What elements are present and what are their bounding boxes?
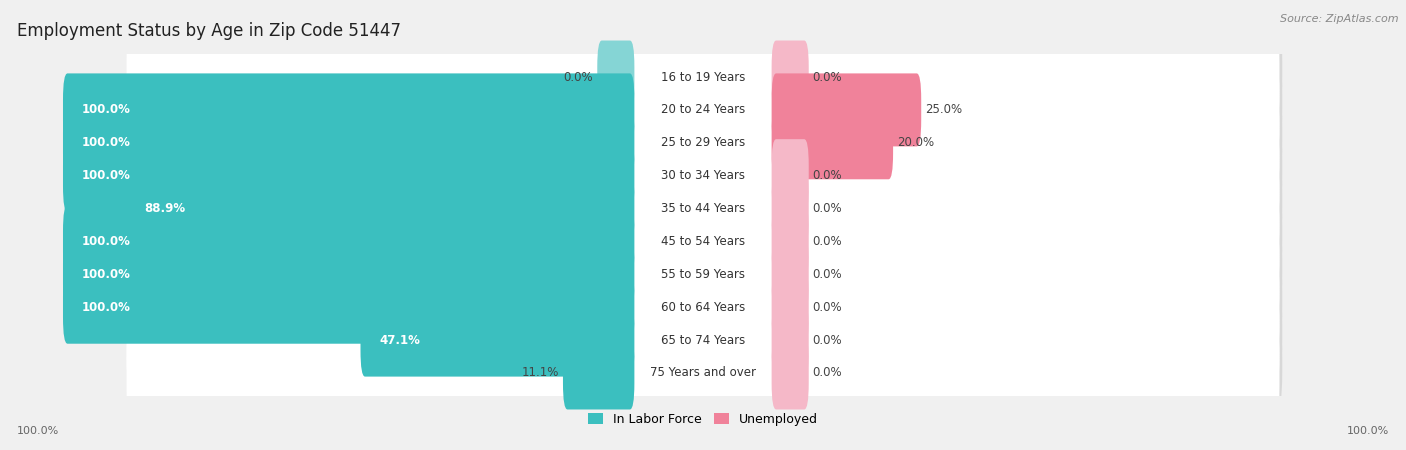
FancyBboxPatch shape	[127, 211, 1279, 338]
Text: 35 to 44 Years: 35 to 44 Years	[661, 202, 745, 215]
FancyBboxPatch shape	[125, 172, 634, 245]
FancyBboxPatch shape	[63, 271, 634, 344]
FancyBboxPatch shape	[63, 73, 634, 146]
FancyBboxPatch shape	[772, 172, 808, 245]
Text: 45 to 54 Years: 45 to 54 Years	[661, 235, 745, 248]
FancyBboxPatch shape	[127, 112, 1279, 239]
FancyBboxPatch shape	[129, 14, 1282, 124]
Text: 60 to 64 Years: 60 to 64 Years	[661, 301, 745, 314]
FancyBboxPatch shape	[127, 46, 1279, 173]
Text: 11.1%: 11.1%	[522, 366, 560, 379]
FancyBboxPatch shape	[127, 310, 1279, 436]
FancyBboxPatch shape	[129, 277, 1282, 387]
Legend: In Labor Force, Unemployed: In Labor Force, Unemployed	[583, 408, 823, 431]
Text: 88.9%: 88.9%	[143, 202, 186, 215]
FancyBboxPatch shape	[129, 178, 1282, 288]
Text: 0.0%: 0.0%	[813, 202, 842, 215]
Text: 100.0%: 100.0%	[82, 235, 131, 248]
Text: 0.0%: 0.0%	[813, 71, 842, 84]
FancyBboxPatch shape	[63, 139, 634, 212]
Text: 65 to 74 Years: 65 to 74 Years	[661, 333, 745, 346]
Text: 100.0%: 100.0%	[82, 136, 131, 149]
FancyBboxPatch shape	[772, 271, 808, 344]
FancyBboxPatch shape	[63, 205, 634, 278]
Text: 20 to 24 Years: 20 to 24 Years	[661, 104, 745, 117]
FancyBboxPatch shape	[127, 145, 1279, 272]
Text: 75 Years and over: 75 Years and over	[650, 366, 756, 379]
Text: 16 to 19 Years: 16 to 19 Years	[661, 71, 745, 84]
Text: 100.0%: 100.0%	[1347, 427, 1389, 436]
FancyBboxPatch shape	[772, 40, 808, 113]
Text: 30 to 34 Years: 30 to 34 Years	[661, 169, 745, 182]
FancyBboxPatch shape	[562, 337, 634, 410]
FancyBboxPatch shape	[127, 277, 1279, 404]
FancyBboxPatch shape	[772, 337, 808, 410]
Text: 100.0%: 100.0%	[82, 104, 131, 117]
FancyBboxPatch shape	[772, 205, 808, 278]
Text: 25 to 29 Years: 25 to 29 Years	[661, 136, 745, 149]
Text: 0.0%: 0.0%	[813, 235, 842, 248]
Text: 0.0%: 0.0%	[813, 268, 842, 281]
FancyBboxPatch shape	[127, 178, 1279, 305]
FancyBboxPatch shape	[129, 244, 1282, 354]
Text: 100.0%: 100.0%	[17, 427, 59, 436]
FancyBboxPatch shape	[129, 112, 1282, 223]
FancyBboxPatch shape	[127, 244, 1279, 371]
FancyBboxPatch shape	[772, 139, 808, 212]
Text: Employment Status by Age in Zip Code 51447: Employment Status by Age in Zip Code 514…	[17, 22, 401, 40]
FancyBboxPatch shape	[63, 238, 634, 311]
Text: 0.0%: 0.0%	[813, 333, 842, 346]
FancyBboxPatch shape	[129, 310, 1282, 420]
FancyBboxPatch shape	[127, 79, 1279, 206]
FancyBboxPatch shape	[129, 211, 1282, 321]
Text: 55 to 59 Years: 55 to 59 Years	[661, 268, 745, 281]
FancyBboxPatch shape	[360, 304, 634, 377]
FancyBboxPatch shape	[129, 46, 1282, 157]
FancyBboxPatch shape	[598, 40, 634, 113]
Text: 100.0%: 100.0%	[82, 268, 131, 281]
FancyBboxPatch shape	[129, 79, 1282, 190]
Text: 0.0%: 0.0%	[813, 366, 842, 379]
Text: 0.0%: 0.0%	[813, 301, 842, 314]
Text: 0.0%: 0.0%	[813, 169, 842, 182]
Text: 47.1%: 47.1%	[380, 333, 420, 346]
Text: 25.0%: 25.0%	[925, 104, 962, 117]
Text: 20.0%: 20.0%	[897, 136, 934, 149]
Text: 100.0%: 100.0%	[82, 169, 131, 182]
FancyBboxPatch shape	[772, 106, 893, 179]
FancyBboxPatch shape	[63, 106, 634, 179]
FancyBboxPatch shape	[772, 304, 808, 377]
FancyBboxPatch shape	[129, 145, 1282, 256]
Text: Source: ZipAtlas.com: Source: ZipAtlas.com	[1281, 14, 1399, 23]
FancyBboxPatch shape	[772, 238, 808, 311]
Text: 100.0%: 100.0%	[82, 301, 131, 314]
FancyBboxPatch shape	[772, 73, 921, 146]
Text: 0.0%: 0.0%	[564, 71, 593, 84]
FancyBboxPatch shape	[127, 14, 1279, 140]
